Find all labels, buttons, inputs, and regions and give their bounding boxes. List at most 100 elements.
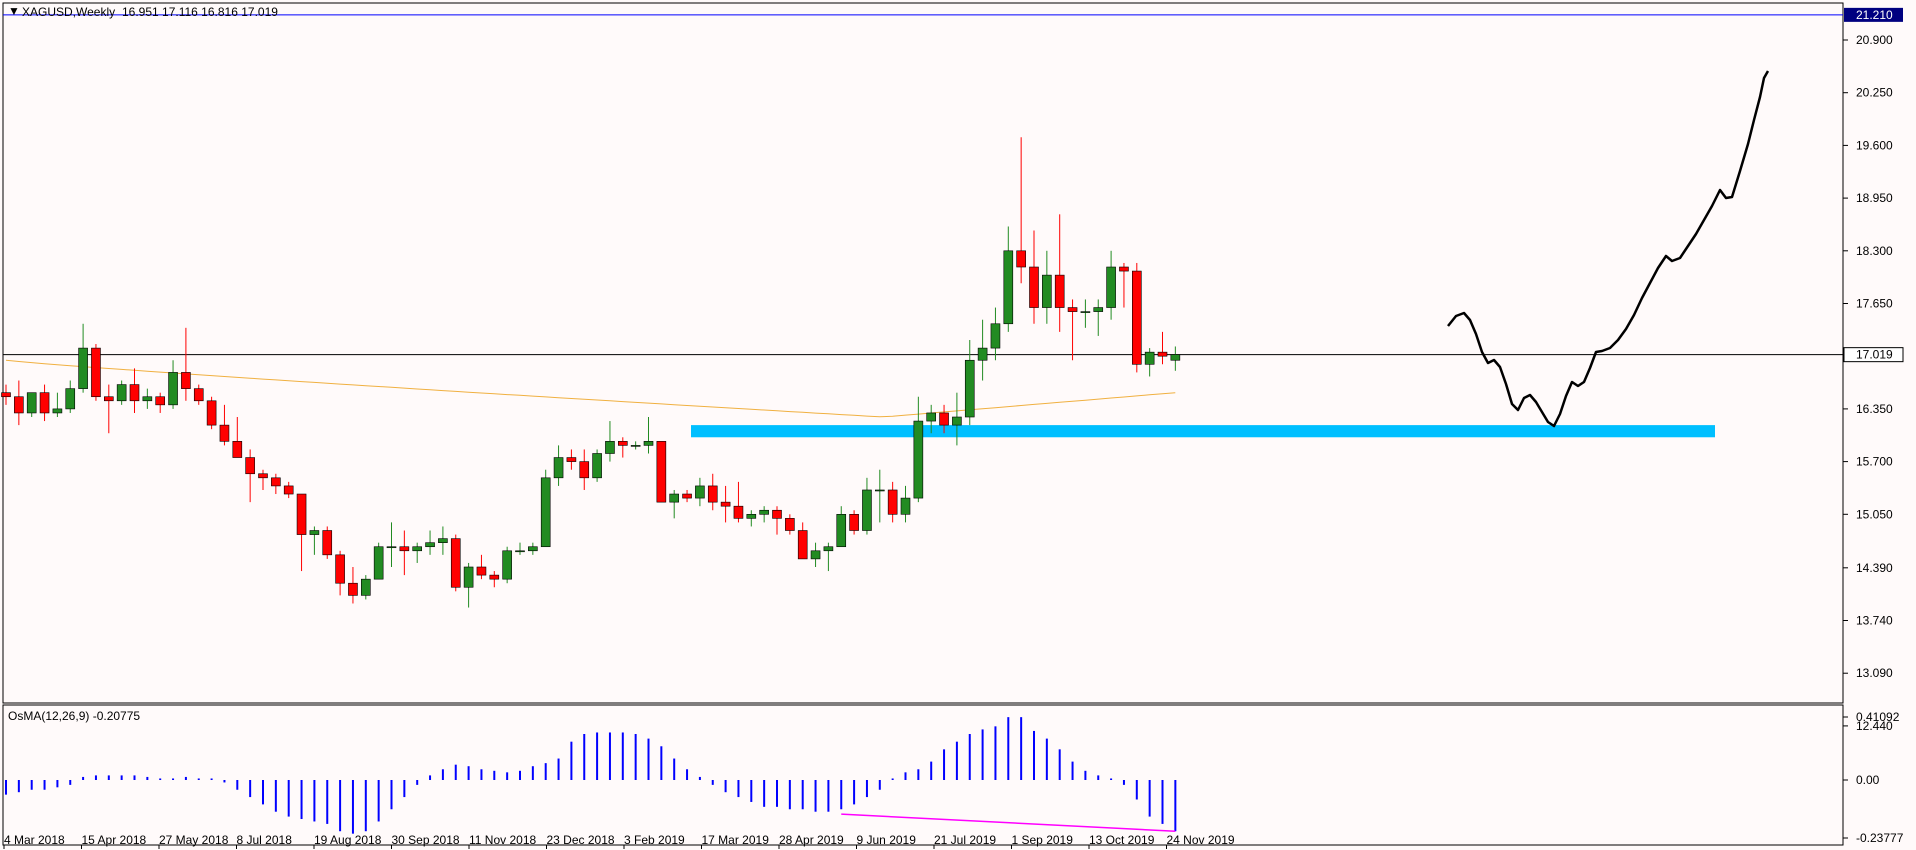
- candle[interactable]: [836, 506, 847, 548]
- candle[interactable]: [785, 514, 795, 535]
- candle[interactable]: [1029, 230, 1039, 324]
- candle[interactable]: [39, 384, 50, 422]
- candle[interactable]: [78, 323, 88, 393]
- candle[interactable]: [116, 380, 127, 405]
- candle[interactable]: [463, 562, 474, 608]
- candle[interactable]: [52, 392, 63, 418]
- candle[interactable]: [26, 392, 37, 418]
- candle[interactable]: [617, 437, 628, 458]
- candle[interactable]: [926, 404, 937, 434]
- candle[interactable]: [862, 477, 872, 535]
- candle[interactable]: [733, 481, 744, 523]
- candle[interactable]: [425, 530, 435, 555]
- candle[interactable]: [592, 449, 602, 482]
- candle[interactable]: [1003, 226, 1014, 332]
- candle[interactable]: [373, 542, 384, 580]
- candle[interactable]: [720, 485, 731, 523]
- candle[interactable]: [1106, 250, 1116, 320]
- candle[interactable]: [322, 526, 333, 559]
- candle[interactable]: [874, 469, 885, 523]
- candle[interactable]: [1132, 262, 1142, 373]
- candle[interactable]: [1119, 262, 1129, 308]
- candle[interactable]: [913, 396, 924, 503]
- candle-body: [168, 372, 178, 406]
- candle[interactable]: [952, 392, 962, 446]
- candle[interactable]: [245, 449, 255, 503]
- candle[interactable]: [515, 542, 525, 555]
- candle[interactable]: [682, 489, 692, 503]
- candle[interactable]: [65, 380, 76, 413]
- candle[interactable]: [1042, 250, 1052, 324]
- candle[interactable]: [1093, 299, 1104, 336]
- candle[interactable]: [219, 404, 230, 446]
- candle[interactable]: [643, 417, 654, 454]
- candle[interactable]: [656, 441, 667, 503]
- candle[interactable]: [206, 396, 217, 430]
- candle[interactable]: [502, 546, 512, 584]
- candle[interactable]: [964, 339, 975, 426]
- candle[interactable]: [810, 542, 821, 567]
- candle[interactable]: [438, 526, 448, 555]
- candle[interactable]: [450, 534, 461, 592]
- candle[interactable]: [746, 510, 757, 527]
- candle[interactable]: [939, 404, 949, 434]
- candle[interactable]: [155, 392, 165, 413]
- candle[interactable]: [1054, 214, 1065, 332]
- candle[interactable]: [797, 522, 808, 560]
- candle[interactable]: [271, 473, 281, 495]
- candle[interactable]: [900, 485, 911, 523]
- dropdown-arrow-icon[interactable]: ▼: [8, 4, 20, 18]
- candle[interactable]: [707, 473, 718, 511]
- candle[interactable]: [489, 571, 500, 588]
- candle[interactable]: [669, 489, 680, 519]
- candle[interactable]: [476, 554, 487, 580]
- candle[interactable]: [91, 344, 101, 401]
- candle[interactable]: [168, 360, 178, 409]
- candle[interactable]: [1, 384, 11, 405]
- candle[interactable]: [823, 542, 834, 572]
- candle[interactable]: [759, 506, 769, 523]
- candle[interactable]: [1016, 137, 1026, 284]
- candle[interactable]: [181, 327, 191, 401]
- candle[interactable]: [14, 380, 24, 426]
- candle[interactable]: [258, 469, 268, 490]
- candle[interactable]: [977, 319, 988, 381]
- divergence-line[interactable]: [841, 813, 1176, 832]
- candle[interactable]: [129, 368, 140, 413]
- osma-plot-area[interactable]: [5, 717, 1177, 834]
- candle[interactable]: [283, 481, 294, 499]
- candle[interactable]: [528, 542, 538, 555]
- candle[interactable]: [695, 477, 705, 507]
- candle[interactable]: [399, 530, 410, 576]
- candle[interactable]: [849, 510, 859, 535]
- candle[interactable]: [309, 526, 320, 555]
- candle[interactable]: [386, 522, 397, 567]
- candle[interactable]: [348, 567, 358, 604]
- candle[interactable]: [193, 384, 204, 405]
- candle[interactable]: [579, 449, 590, 490]
- main-plot-area[interactable]: [1, 14, 1844, 608]
- candle[interactable]: [605, 421, 615, 462]
- candle[interactable]: [335, 550, 345, 596]
- candle[interactable]: [296, 493, 307, 572]
- candle[interactable]: [360, 575, 371, 600]
- candle[interactable]: [772, 506, 782, 535]
- candle[interactable]: [1144, 348, 1155, 377]
- support-zone[interactable]: [691, 425, 1715, 438]
- candle[interactable]: [1080, 299, 1091, 328]
- candle[interactable]: [990, 307, 1001, 361]
- projection-path[interactable]: [1447, 70, 1770, 428]
- candle[interactable]: [1170, 346, 1181, 371]
- candle[interactable]: [553, 445, 564, 486]
- candle[interactable]: [566, 449, 577, 470]
- candle[interactable]: [887, 481, 898, 523]
- candle[interactable]: [142, 388, 153, 409]
- candle[interactable]: [104, 384, 114, 434]
- candle[interactable]: [1157, 331, 1168, 365]
- candle[interactable]: [1067, 299, 1078, 361]
- candle[interactable]: [540, 469, 551, 548]
- candle[interactable]: [412, 542, 423, 563]
- candle[interactable]: [630, 441, 641, 450]
- candle[interactable]: [232, 417, 243, 458]
